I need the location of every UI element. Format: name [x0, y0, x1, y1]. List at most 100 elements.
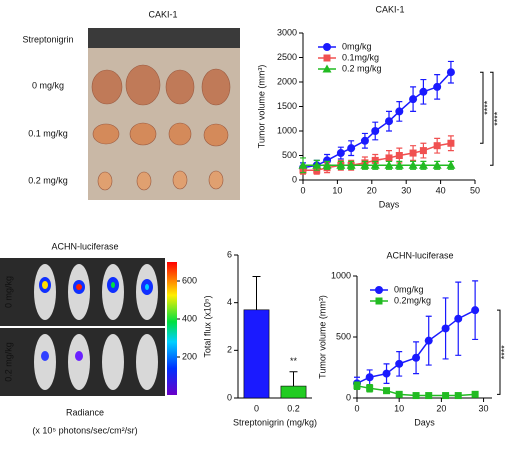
y-tick-label: 0	[346, 392, 351, 402]
x-axis-label: Days	[379, 199, 400, 209]
y-tick-label: 0	[227, 392, 232, 402]
bioluminescence-image	[0, 258, 177, 396]
marker	[446, 68, 455, 77]
marker	[371, 127, 380, 135]
marker	[385, 154, 393, 162]
marker	[419, 87, 428, 96]
marker	[298, 160, 308, 169]
marker	[346, 160, 356, 169]
y-tick-label: 2000	[277, 76, 297, 86]
legend-marker	[375, 286, 383, 294]
x-tick-label: 10	[394, 403, 404, 413]
row-label: 0 mg/kg	[32, 80, 64, 90]
significance-bracket	[490, 71, 494, 166]
marker	[425, 392, 433, 400]
marker	[360, 136, 369, 145]
y-axis-label: Total flux (x10⁵)	[202, 295, 212, 357]
y-tick-label: 1000	[331, 270, 351, 280]
tumor-photo	[88, 28, 240, 200]
x-tick-label: 0	[254, 403, 259, 413]
marker	[409, 149, 417, 157]
caption: (x 10⁵ photons/sec/cm²/sr)	[32, 425, 137, 435]
x-tick-label: 30	[401, 185, 411, 195]
row-label: Streptonigrin	[22, 34, 73, 44]
marker	[312, 160, 322, 169]
y-tick-label: 4	[227, 297, 232, 307]
y-tick-label: 3000	[277, 27, 297, 37]
x-tick-label: 0	[354, 403, 359, 413]
error-bar	[289, 371, 298, 387]
row-label: 0 mg/kg	[3, 276, 13, 308]
legend-marker	[323, 43, 331, 51]
marker	[336, 160, 346, 169]
marker	[370, 160, 380, 169]
legend-label: 0.2 mg/kg	[342, 63, 382, 73]
marker	[446, 160, 456, 169]
marker	[365, 373, 374, 382]
marker	[395, 359, 404, 368]
row-label: 0.2 mg/kg	[3, 342, 13, 382]
marker	[366, 384, 374, 392]
marker	[471, 390, 479, 398]
marker	[353, 382, 361, 390]
series-line	[302, 71, 452, 169]
legend-marker	[323, 54, 331, 62]
marker	[384, 160, 394, 169]
significance-bracket	[480, 71, 484, 144]
colorbar-label: 400	[182, 313, 197, 323]
x-tick-label: 20	[436, 403, 446, 413]
significance-bracket	[497, 309, 501, 395]
marker	[419, 147, 427, 155]
row-label: 0.2 mg/kg	[28, 175, 68, 185]
marker	[409, 95, 418, 104]
y-tick-label: 6	[227, 249, 232, 259]
caption: Radiance	[66, 407, 104, 417]
x-tick-label: 20	[367, 185, 377, 195]
marker	[394, 160, 404, 169]
y-tick-label: 0	[292, 174, 297, 184]
y-tick-label: 2	[227, 345, 232, 355]
marker	[360, 160, 370, 169]
x-tick-label: 40	[436, 185, 446, 195]
marker	[412, 392, 420, 400]
marker	[442, 392, 450, 400]
significance-label: **	[290, 356, 298, 366]
marker	[371, 156, 379, 164]
legend-label: 0.1mg/kg	[342, 52, 379, 62]
x-tick-label: 30	[479, 403, 489, 413]
significance-label: ****	[499, 345, 509, 360]
marker	[412, 353, 421, 362]
y-tick-label: 500	[282, 150, 297, 160]
marker	[418, 160, 428, 169]
marker	[336, 149, 345, 158]
error-bar	[252, 275, 261, 310]
x-tick-label: 10	[332, 185, 342, 195]
row-label: 0.1 mg/kg	[28, 128, 68, 138]
bar	[243, 309, 270, 399]
marker	[433, 82, 442, 91]
y-axis-label: Tumor volume (mm³)	[317, 295, 327, 379]
marker	[447, 139, 455, 147]
marker	[433, 142, 441, 150]
colorbar-label: 200	[182, 351, 197, 361]
marker	[424, 336, 433, 345]
colorbar-label: 600	[182, 275, 197, 285]
bar	[280, 385, 307, 399]
marker	[347, 144, 356, 153]
legend-marker	[375, 297, 383, 305]
legend-label: 0mg/kg	[342, 41, 372, 51]
y-axis-label: Tumor volume (mm³)	[256, 65, 266, 149]
marker	[432, 160, 442, 169]
x-axis-label: Streptonigrin (mg/kg)	[233, 417, 317, 427]
marker	[454, 314, 463, 323]
y-tick-label: 2500	[277, 52, 297, 62]
y-tick-label: 500	[336, 331, 351, 341]
marker	[454, 392, 462, 400]
marker	[408, 160, 418, 169]
legend-label: 0.2mg/kg	[394, 295, 431, 305]
image-title: ACHN-luciferase	[51, 241, 118, 251]
marker	[322, 160, 332, 169]
x-tick-label: 0	[300, 185, 305, 195]
marker	[385, 117, 393, 126]
